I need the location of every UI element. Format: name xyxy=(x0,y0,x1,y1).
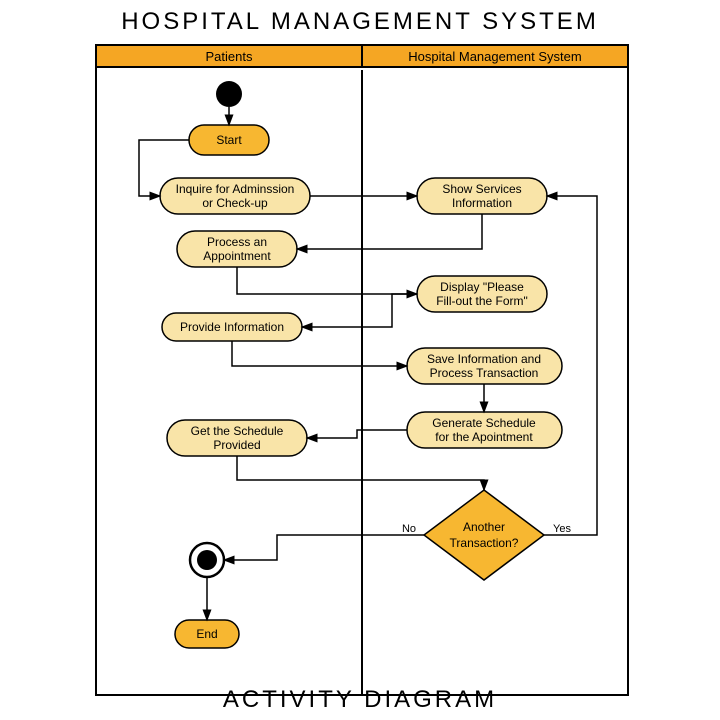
edge-no-label: No xyxy=(402,523,416,535)
edge-show-process xyxy=(297,214,482,249)
final-node-inner xyxy=(197,550,217,570)
edge-yes-label: Yes xyxy=(553,523,571,535)
node-show-services-label-1: Show Services xyxy=(442,182,521,196)
node-generate-label-2: for the Apointment xyxy=(435,430,533,444)
node-save-label-1: Save Information and xyxy=(427,352,541,366)
node-process-label-2: Appointment xyxy=(203,249,271,263)
node-display-label-1: Display "Please xyxy=(440,280,524,294)
edge-decision-no xyxy=(224,535,424,560)
lane-header-system: Hospital Management System xyxy=(363,46,627,68)
edge-generate-get xyxy=(307,430,407,438)
node-get-label-2: Provided xyxy=(213,438,260,452)
edge-provide-save xyxy=(232,341,407,366)
swimlane-header: Patients Hospital Management System xyxy=(97,46,627,68)
node-decision xyxy=(424,490,544,580)
node-display-label-2: Fill-out the Form" xyxy=(436,294,528,308)
node-show-services-label-2: Information xyxy=(452,196,512,210)
lane-header-patients: Patients xyxy=(97,46,363,68)
node-generate-label-1: Generate Schedule xyxy=(432,416,536,430)
edge-get-decision xyxy=(237,456,484,490)
node-start-label: Start xyxy=(216,133,242,147)
diagram-subtitle: ACTIVITY DIAGRAM xyxy=(0,682,720,718)
initial-node xyxy=(216,81,242,107)
edge-display-provide xyxy=(302,294,417,327)
node-decision-label-2: Transaction? xyxy=(450,536,519,550)
node-decision-label-1: Another xyxy=(463,520,505,534)
node-provide-label: Provide Information xyxy=(180,320,284,334)
node-end-label: End xyxy=(196,627,217,641)
diagram-title: HOSPITAL MANAGEMENT SYSTEM xyxy=(0,0,720,40)
edge-process-display xyxy=(237,267,417,294)
node-inquire-label-1: Inquire for Adminssion xyxy=(176,182,295,196)
node-inquire-label-2: or Check-up xyxy=(202,196,268,210)
node-get-label-1: Get the Schedule xyxy=(191,424,284,438)
swimlane-container: Patients Hospital Management System Star… xyxy=(95,44,629,696)
activity-diagram-svg: Start Inquire for Adminssion or Check-up… xyxy=(97,70,627,694)
node-save-label-2: Process Transaction xyxy=(430,366,539,380)
node-process-label-1: Process an xyxy=(207,235,267,249)
